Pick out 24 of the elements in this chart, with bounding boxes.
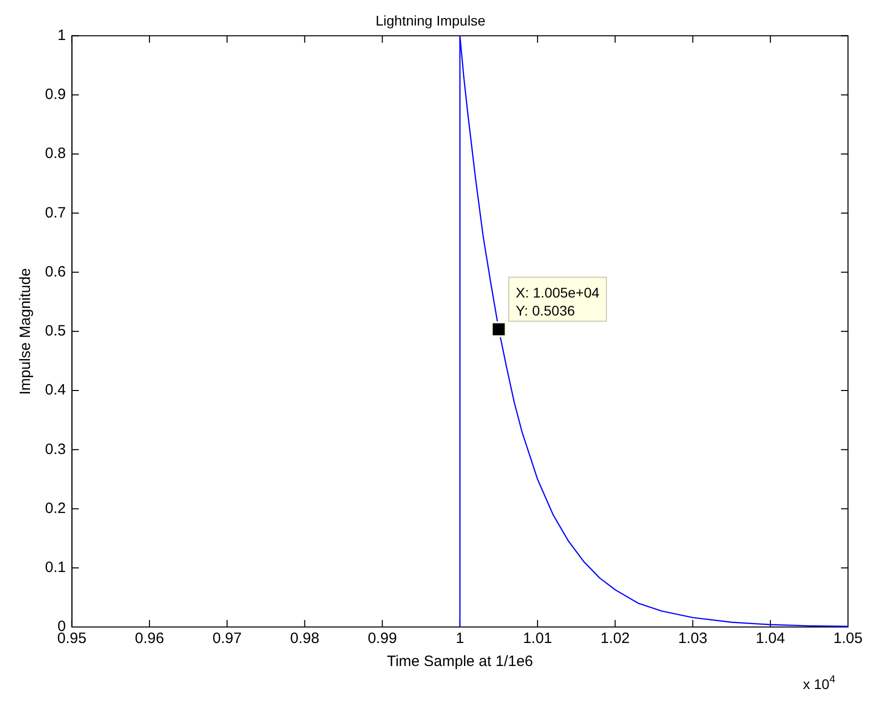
y-tick-label: 0.2 <box>44 500 66 517</box>
y-tick-label: 0.8 <box>44 145 66 162</box>
y-tick-label: 0.7 <box>44 204 66 222</box>
x-tick-label: 1.05 <box>833 630 863 648</box>
y-tick-label: 1 <box>58 26 66 44</box>
y-tick-label: 0.5 <box>44 322 66 340</box>
y-tick-label: 0.1 <box>44 559 66 576</box>
y-tick-label: 0.9 <box>44 86 66 104</box>
x-tick-label: 0.99 <box>368 630 397 648</box>
y-axis-title: Impulse Magnitude <box>17 268 34 395</box>
x-tick-label: 0.98 <box>290 630 320 648</box>
x-tick-label: 0.96 <box>134 630 164 648</box>
x-tick-label: 0.97 <box>212 630 242 648</box>
y-tick-label: 0.4 <box>44 382 66 399</box>
x-axis-title: Time Sample at 1/1e6 <box>386 653 534 670</box>
chart-title: Lightning Impulse <box>376 12 486 28</box>
x-tick-label: 1.02 <box>600 630 630 648</box>
y-tick-label: 0.6 <box>44 263 66 280</box>
y-tick-label: 0.3 <box>44 440 66 458</box>
x-tick-label: 1.01 <box>522 630 552 648</box>
x-tick-label: 1.03 <box>678 630 708 648</box>
x-tick-label: 1.04 <box>756 630 785 648</box>
annotation: X: 1.005e+04 Y: 0.5036 <box>516 284 600 318</box>
x-tick-label: 1 <box>456 630 464 648</box>
